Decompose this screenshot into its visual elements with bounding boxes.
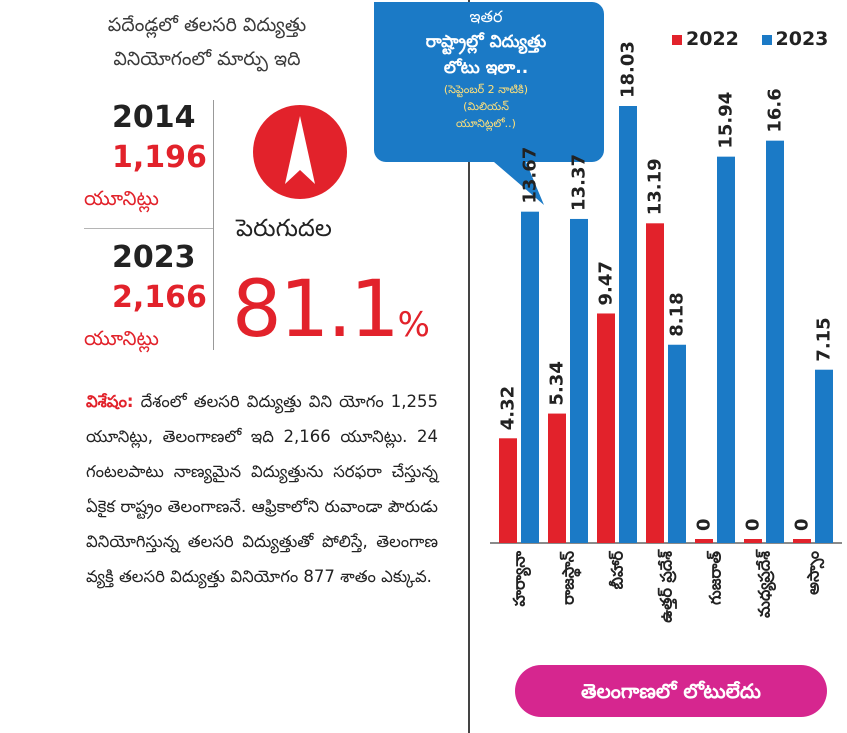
bar-2022-6 bbox=[793, 539, 811, 543]
bubble-line-1: ఇతర bbox=[469, 7, 503, 26]
bar-2023-4 bbox=[717, 156, 735, 543]
value-label-2023-3: 8.18 bbox=[667, 292, 688, 336]
legend-label-2023: 2023 bbox=[775, 28, 829, 50]
bar-2023-2 bbox=[619, 106, 637, 543]
bar-2023-3 bbox=[668, 344, 686, 543]
value-label-2022-0: 4.32 bbox=[498, 386, 519, 430]
unit-label-2014: యూనిట్లు bbox=[84, 186, 159, 210]
year-2014: 2014 bbox=[112, 100, 196, 135]
value-label-2022-2: 9.47 bbox=[596, 261, 617, 305]
growth-value: 81.1% bbox=[232, 270, 430, 365]
bubble-note-1: (సెప్టెంబర్ 2 నాటికి) bbox=[443, 83, 529, 96]
unit-label-2023: యూనిట్లు bbox=[84, 326, 159, 350]
bubble-line-3: లోటు ఇలా.. bbox=[443, 58, 529, 78]
bar-2023-6 bbox=[815, 369, 833, 543]
bar-2022-3 bbox=[646, 223, 664, 543]
title-line-1: పదేండ్లలో తలసరి విద్యుత్తు bbox=[107, 14, 307, 36]
category-label-2: బీహార్ bbox=[608, 550, 627, 589]
value-label-2022-5: 0 bbox=[743, 518, 764, 531]
value-label-2023-2: 18.03 bbox=[618, 41, 639, 98]
chart-legend: 2022 2023 bbox=[672, 28, 828, 50]
bubble-line-2: రాష్ట్రాల్లో విద్యుత్తు bbox=[425, 32, 547, 52]
growth-number: 81.1 bbox=[232, 265, 400, 355]
category-label-6: అస్సాం bbox=[804, 551, 825, 595]
body-keyword: విశేషం: bbox=[86, 392, 134, 411]
value-label-2022-3: 13.19 bbox=[645, 158, 666, 215]
category-label-3: ఉత్తర్ ప్రదేశ్ bbox=[657, 549, 678, 623]
title-line-2: వినియోగంలో మార్పు ఇది bbox=[113, 48, 301, 70]
legend-label-2022: 2022 bbox=[686, 28, 739, 50]
bubble-note-3: యూనిట్లలో..) bbox=[456, 117, 516, 130]
bar-2022-2 bbox=[597, 313, 615, 543]
year-2023: 2023 bbox=[112, 240, 196, 275]
category-label-4: గుజరాత్ bbox=[706, 550, 725, 605]
legend-swatch-2023 bbox=[761, 34, 772, 45]
units-2014: 1,196 bbox=[112, 140, 207, 175]
arrow-up-icon bbox=[253, 105, 347, 199]
bubble-note-2: (మిలియన్ bbox=[463, 100, 509, 113]
units-2023: 2,166 bbox=[112, 280, 207, 315]
value-label-2022-6: 0 bbox=[792, 518, 813, 531]
deficit-bar-chart: 4.32 13.67 హర్యానా 5.34 13.37 రాజస్థాన్ 9.47 18… bbox=[490, 41, 842, 623]
bar-2022-4 bbox=[695, 539, 713, 543]
column-divider bbox=[468, 0, 470, 733]
speech-bubble bbox=[374, 2, 604, 205]
legend-swatch-2022 bbox=[672, 34, 682, 45]
growth-label: పెరుగుదల bbox=[236, 214, 332, 242]
value-label-2023-1: 13.37 bbox=[569, 154, 590, 211]
telangana-no-deficit-pill: తెలంగాణలో లోటులేదు bbox=[515, 665, 827, 717]
body-text: దేశంలో తలసరి విద్యుత్తు విని యోగం 1,255 … bbox=[86, 392, 438, 586]
category-label-5: మధ్యప్రదేశ్ bbox=[755, 549, 777, 618]
page-title: పదేండ్లలో తలసరి విద్యుత్తు వినియోగంలో మా… bbox=[62, 8, 352, 76]
stats-vertical-rule bbox=[213, 100, 214, 350]
value-label-2023-0: 13.67 bbox=[520, 147, 541, 204]
value-label-2022-4: 0 bbox=[694, 518, 715, 531]
bar-2023-5 bbox=[766, 140, 784, 543]
value-label-2023-4: 15.94 bbox=[716, 92, 737, 149]
bar-2022-0 bbox=[499, 438, 517, 543]
category-label-0: హర్యానా bbox=[510, 551, 532, 607]
body-paragraph: విశేషం: దేశంలో తలసరి విద్యుత్తు విని యోగ… bbox=[86, 384, 438, 594]
bar-2023-0 bbox=[521, 211, 539, 543]
stat-divider bbox=[84, 228, 214, 229]
category-label-1: రాజస్థాన్ bbox=[559, 551, 582, 605]
value-label-2023-6: 7.15 bbox=[814, 317, 835, 361]
value-label-2023-5: 16.6 bbox=[765, 88, 786, 132]
bar-2022-5 bbox=[744, 539, 762, 543]
bubble-text: ఇతర రాష్ట్రాల్లో విద్యుత్తు లోటు ఇలా.. (… bbox=[376, 4, 596, 132]
growth-percent-sign: % bbox=[397, 305, 430, 345]
bar-2023-1 bbox=[570, 218, 588, 543]
value-label-2022-1: 5.34 bbox=[547, 361, 568, 405]
bar-2022-1 bbox=[548, 413, 566, 543]
